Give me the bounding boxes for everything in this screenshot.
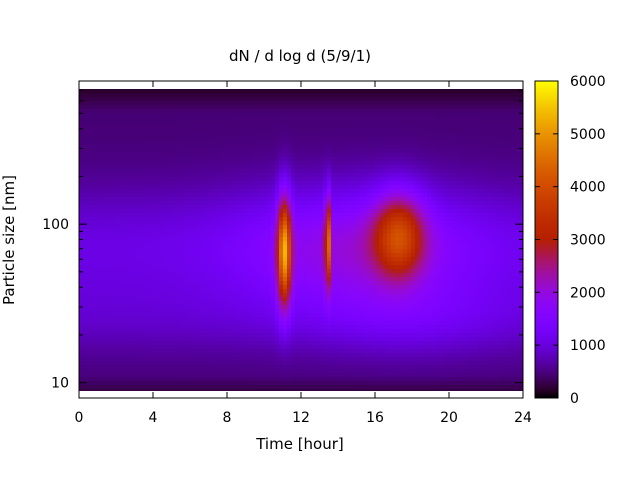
y-tick-label: 10	[51, 376, 69, 392]
x-tick-label: 4	[149, 410, 158, 426]
y-axis-label: Particle size [nm]	[0, 175, 18, 305]
colorbar-tick-label: 0	[570, 391, 579, 407]
x-tick-label: 0	[75, 410, 84, 426]
colorbar-tick-label: 3000	[570, 233, 606, 249]
x-tick-label: 16	[366, 410, 384, 426]
colorbar-tick-label: 1000	[570, 338, 606, 354]
chart-title: dN / d log d (5/9/1)	[229, 47, 371, 65]
x-tick-label: 12	[292, 410, 310, 426]
colorbar-tick-label: 6000	[570, 74, 606, 90]
colorbar-tick-label: 4000	[570, 180, 606, 196]
x-tick-label: 20	[440, 410, 458, 426]
colorbar-tick-label: 5000	[570, 127, 606, 143]
x-tick-label: 8	[223, 410, 232, 426]
colorbar-tick-label: 2000	[570, 285, 606, 301]
x-ticks: 0 4 8 12 16 20 24	[75, 81, 532, 426]
y-tick-label: 100	[42, 217, 69, 233]
y-ticks: 10 100	[42, 80, 523, 392]
heatmap-layer	[79, 81, 524, 399]
colorbar-ticks: 0 1000 2000 3000 4000 5000 6000	[535, 74, 606, 407]
x-axis-label: Time [hour]	[255, 435, 344, 453]
x-tick-label: 24	[514, 410, 532, 426]
